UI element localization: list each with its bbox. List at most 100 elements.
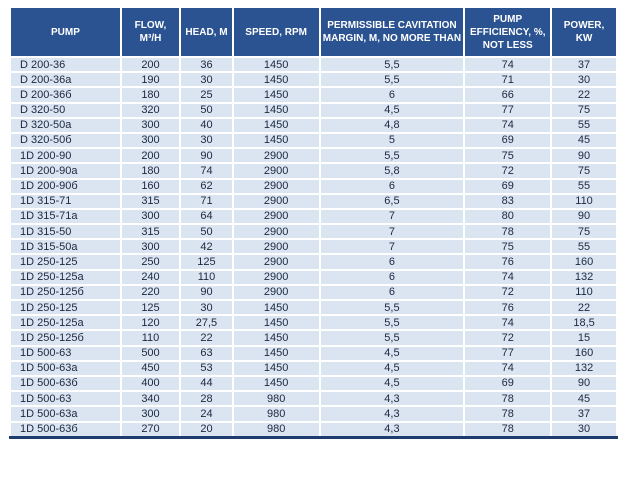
table-row: 1D 500-63a 300 24 980 4,3 78 37 [9, 405, 618, 423]
value-cell: 7 [318, 223, 466, 241]
column-header: PUMP [9, 6, 122, 58]
value-cell: 980 [231, 405, 321, 423]
value-cell: 75 [550, 101, 618, 119]
value-cell: 400 [119, 374, 182, 393]
table-row: D 200-36 200 36 1450 5,5 74 37 [9, 55, 618, 74]
pump-name-cell: D 320-50a [9, 116, 122, 134]
value-cell: 76 [463, 298, 553, 317]
value-cell: 42 [179, 238, 234, 256]
table-row: D 200-36a 190 30 1450 5,5 71 30 [9, 71, 618, 89]
value-cell: 72 [463, 283, 553, 302]
value-cell: 69 [463, 374, 553, 393]
value-cell: 5,5 [318, 71, 466, 89]
value-cell: 200 [119, 147, 182, 165]
value-cell: 25 [179, 86, 234, 104]
value-cell: 30 [179, 71, 234, 89]
pump-name-cell: D 200-36a [9, 71, 122, 89]
value-cell: 74 [463, 359, 553, 377]
value-cell: 50 [179, 101, 234, 119]
value-cell: 110 [550, 192, 618, 210]
value-cell: 1450 [231, 374, 321, 393]
value-cell: 1450 [231, 314, 321, 332]
table-row: 1D 315-71 315 71 2900 6,5 83 110 [9, 192, 618, 210]
table-row: D 200-36б 180 25 1450 6 66 22 [9, 86, 618, 104]
pump-name-cell: D 200-36 [9, 55, 122, 74]
value-cell: 300 [119, 238, 182, 256]
value-cell: 5,5 [318, 298, 466, 317]
value-cell: 180 [119, 162, 182, 180]
value-cell: 340 [119, 390, 182, 408]
value-cell: 125 [119, 298, 182, 317]
value-cell: 132 [550, 268, 618, 286]
value-cell: 6 [318, 253, 466, 271]
pump-name-cell: 1D 250-125a [9, 268, 122, 286]
value-cell: 27,5 [179, 314, 234, 332]
value-cell: 77 [463, 101, 553, 119]
value-cell: 6 [318, 177, 466, 195]
value-cell: 2900 [231, 162, 321, 180]
value-cell: 30 [550, 71, 618, 89]
value-cell: 75 [550, 223, 618, 241]
page: PUMP FLOW, M³/H HEAD, M SPEED, RPM PERMISSIB… [9, 6, 618, 439]
value-cell: 240 [119, 268, 182, 286]
value-cell: 160 [550, 344, 618, 362]
value-cell: 5,5 [318, 329, 466, 347]
value-cell: 7 [318, 207, 466, 226]
table-row: 1D 250-125 250 125 2900 6 76 160 [9, 253, 618, 271]
value-cell: 78 [463, 420, 553, 439]
table-row: 1D 200-90б 160 62 2900 6 69 55 [9, 177, 618, 195]
value-cell: 83 [463, 192, 553, 210]
value-cell: 63 [179, 344, 234, 362]
value-cell: 250 [119, 253, 182, 271]
table-row: 1D 500-63a 450 53 1450 4,5 74 132 [9, 359, 618, 377]
table-row: 1D 315-50a 300 42 2900 7 75 55 [9, 238, 618, 256]
value-cell: 2900 [231, 147, 321, 165]
value-cell: 315 [119, 192, 182, 210]
value-cell: 2900 [231, 253, 321, 271]
value-cell: 28 [179, 390, 234, 408]
value-cell: 45 [550, 131, 618, 150]
table-row: 1D 200-90 200 90 2900 5,5 75 90 [9, 147, 618, 165]
pump-name-cell: 1D 200-90a [9, 162, 122, 180]
value-cell: 1450 [231, 298, 321, 317]
table-row: 1D 500-63б 270 20 980 4,3 78 30 [9, 420, 618, 439]
pump-name-cell: 1D 500-63a [9, 405, 122, 423]
value-cell: 80 [463, 207, 553, 226]
table-row: 1D 315-50 315 50 2900 7 78 75 [9, 223, 618, 241]
pump-name-cell: 1D 500-63б [9, 420, 122, 439]
value-cell: 1450 [231, 116, 321, 134]
value-cell: 22 [550, 86, 618, 104]
value-cell: 74 [179, 162, 234, 180]
value-cell: 71 [179, 192, 234, 210]
value-cell: 270 [119, 420, 182, 439]
table-row: 1D 200-90a 180 74 2900 5,8 72 75 [9, 162, 618, 180]
value-cell: 7 [318, 238, 466, 256]
table-row: 1D 250-125б 220 90 2900 6 72 110 [9, 283, 618, 302]
value-cell: 1450 [231, 359, 321, 377]
value-cell: 2900 [231, 207, 321, 226]
value-cell: 160 [119, 177, 182, 195]
column-header: HEAD, M [179, 6, 234, 58]
value-cell: 1450 [231, 71, 321, 89]
value-cell: 315 [119, 223, 182, 241]
value-cell: 74 [463, 314, 553, 332]
value-cell: 1450 [231, 329, 321, 347]
value-cell: 1450 [231, 86, 321, 104]
value-cell: 300 [119, 207, 182, 226]
value-cell: 15 [550, 329, 618, 347]
value-cell: 125 [179, 253, 234, 271]
value-cell: 2900 [231, 268, 321, 286]
value-cell: 90 [550, 207, 618, 226]
pump-name-cell: 1D 200-90б [9, 177, 122, 195]
pump-name-cell: 1D 500-63 [9, 390, 122, 408]
value-cell: 90 [179, 283, 234, 302]
column-header: SPEED, RPM [231, 6, 321, 58]
value-cell: 4,5 [318, 101, 466, 119]
value-cell: 2900 [231, 192, 321, 210]
value-cell: 53 [179, 359, 234, 377]
value-cell: 55 [550, 116, 618, 134]
value-cell: 55 [550, 177, 618, 195]
value-cell: 37 [550, 405, 618, 423]
table-row: D 320-50 320 50 1450 4,5 77 75 [9, 101, 618, 119]
value-cell: 18,5 [550, 314, 618, 332]
